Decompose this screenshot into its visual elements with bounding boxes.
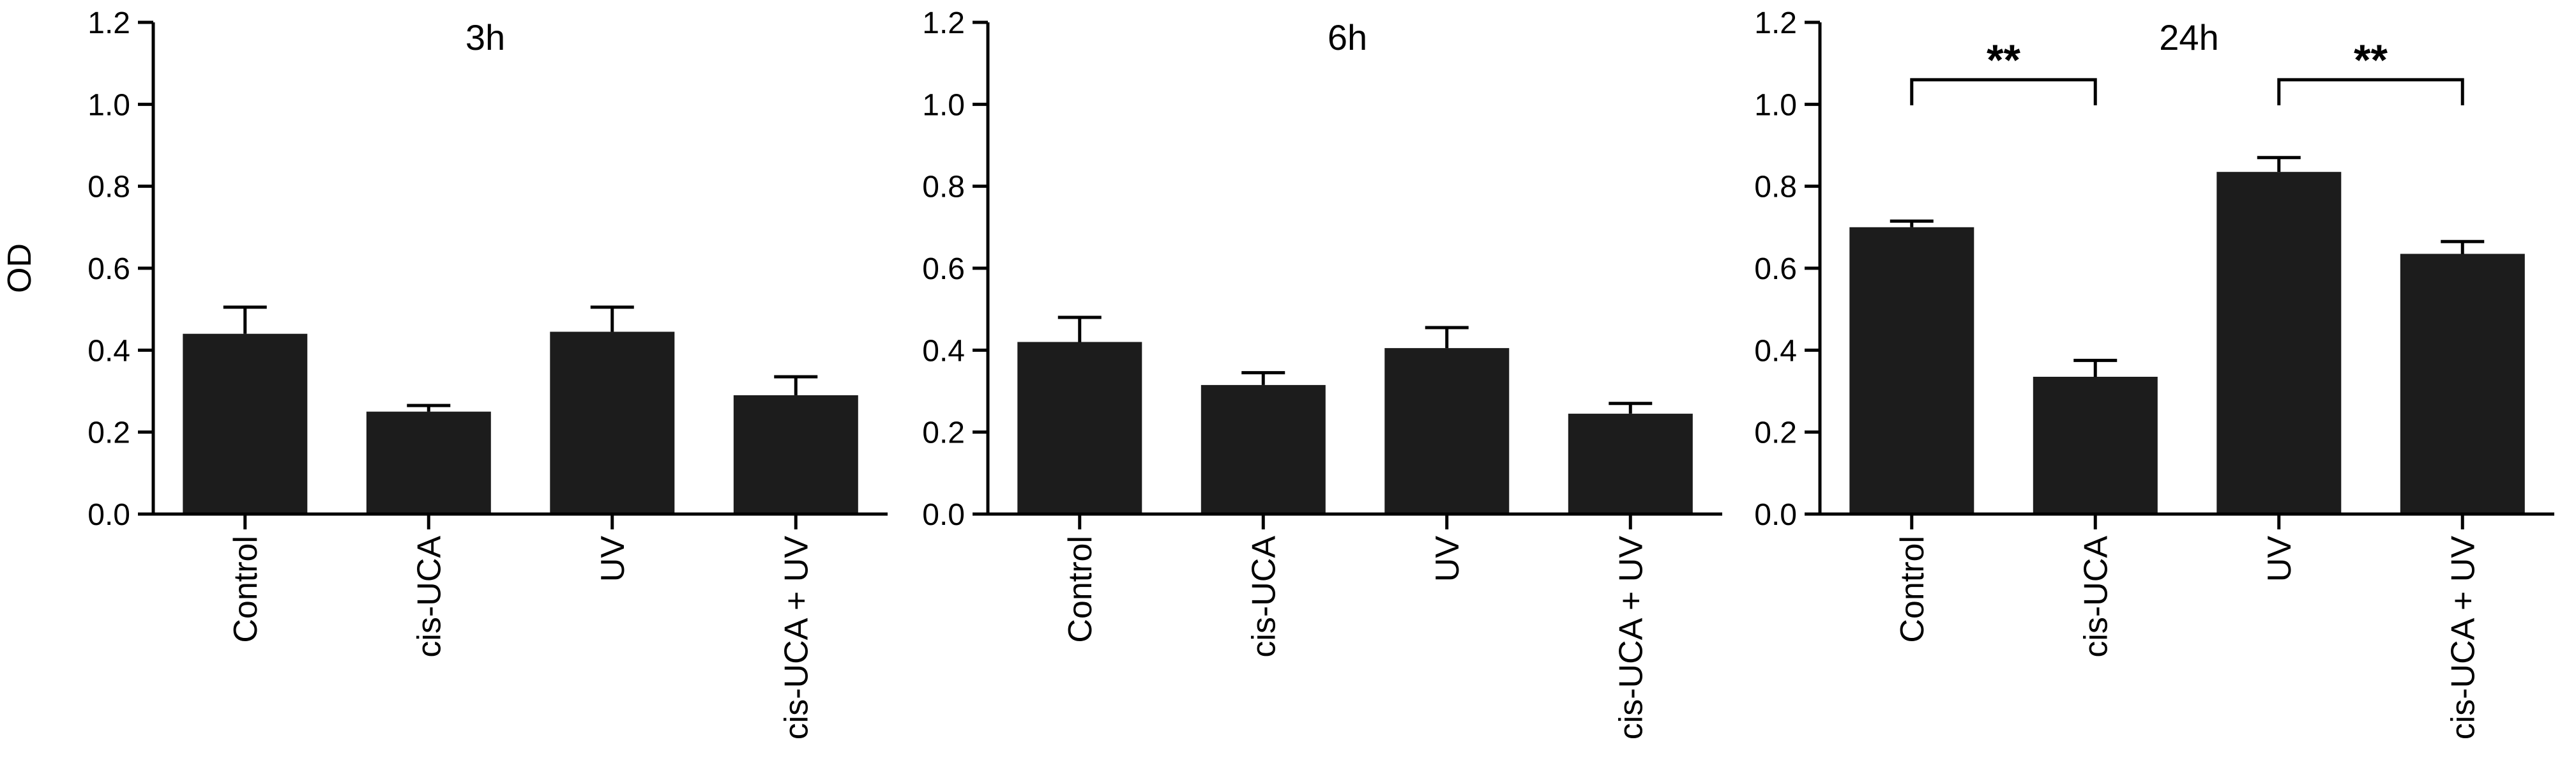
bar [1017, 342, 1142, 514]
x-tick-label: Control [227, 536, 264, 643]
y-tick-label: 0.8 [87, 171, 130, 204]
y-tick-label: 0.4 [87, 334, 130, 368]
bar [733, 395, 858, 514]
y-tick-label: 1.2 [87, 6, 130, 40]
chart-panel-3: 0.0 0.2 0.4 0.6 0.8 1.0 1.2 Control cis-UCA UV cis… [1754, 6, 2554, 739]
y-axis-title: OD [1, 243, 38, 293]
bar [183, 333, 308, 514]
y-tick-label: 0.4 [922, 334, 965, 368]
y-tick-label: 0.2 [1754, 416, 1797, 450]
x-tick-label: UV [595, 536, 632, 582]
y-tick-label: 0.8 [922, 171, 965, 204]
bar [366, 411, 491, 514]
y-tick-label: 0.6 [922, 252, 965, 286]
bar [1849, 227, 1974, 514]
y-tick-label: 0.8 [1754, 171, 1797, 204]
bar [1201, 384, 1326, 514]
x-tick-label: Control [1894, 536, 1931, 643]
y-tick-label: 0.0 [87, 498, 130, 532]
x-tick-label: cis-UCA [2077, 536, 2114, 658]
bar [2400, 254, 2525, 514]
chart-panels: 0.0 0.2 0.4 0.6 0.8 1.0 1.2 Control cis-UCA UV cis… [1, 6, 2554, 739]
y-tick-label: 1.2 [922, 6, 965, 40]
bar [1384, 348, 1510, 514]
x-tick-label: cis-UCA [1245, 536, 1282, 658]
chart-panel-1: 0.0 0.2 0.4 0.6 0.8 1.0 1.2 Control cis-UCA UV cis… [1, 6, 888, 739]
panel-title: 6h [1328, 17, 1367, 57]
y-tick-label: 1.0 [1754, 88, 1797, 122]
x-tick-label: Control [1062, 536, 1099, 643]
x-tick-label: UV [1429, 536, 1466, 582]
bar [1568, 413, 1693, 514]
chart-panel-2: 0.0 0.2 0.4 0.6 0.8 1.0 1.2 Control cis-UCA UV cis… [922, 6, 1722, 739]
y-tick-label: 0.0 [1754, 498, 1797, 532]
y-tick-label: 0.4 [1754, 334, 1797, 368]
y-tick-label: 0.6 [87, 252, 130, 286]
y-tick-label: 1.2 [1754, 6, 1797, 40]
x-tick-label: cis-UCA [411, 536, 448, 658]
y-tick-label: 0.6 [1754, 252, 1797, 286]
y-tick-label: 0.0 [922, 498, 965, 532]
x-tick-label: cis-UCA + UV [2444, 536, 2481, 740]
x-tick-label: cis-UCA + UV [1612, 536, 1649, 740]
y-tick-label: 1.0 [922, 88, 965, 122]
significance-label: ** [1987, 36, 2020, 84]
significance-bracket [2277, 78, 2464, 105]
significance-bracket [1910, 78, 2097, 105]
bar [2216, 172, 2342, 514]
bar [2033, 377, 2158, 514]
bar [550, 331, 675, 514]
x-tick-label: cis-UCA + UV [778, 536, 815, 740]
panel-title: 24h [2159, 17, 2218, 57]
y-tick-label: 0.2 [922, 416, 965, 450]
significance-label: ** [2354, 36, 2388, 84]
y-tick-label: 0.2 [87, 416, 130, 450]
panel-title: 3h [466, 17, 505, 57]
y-tick-label: 1.0 [87, 88, 130, 122]
x-tick-label: UV [2261, 536, 2298, 582]
